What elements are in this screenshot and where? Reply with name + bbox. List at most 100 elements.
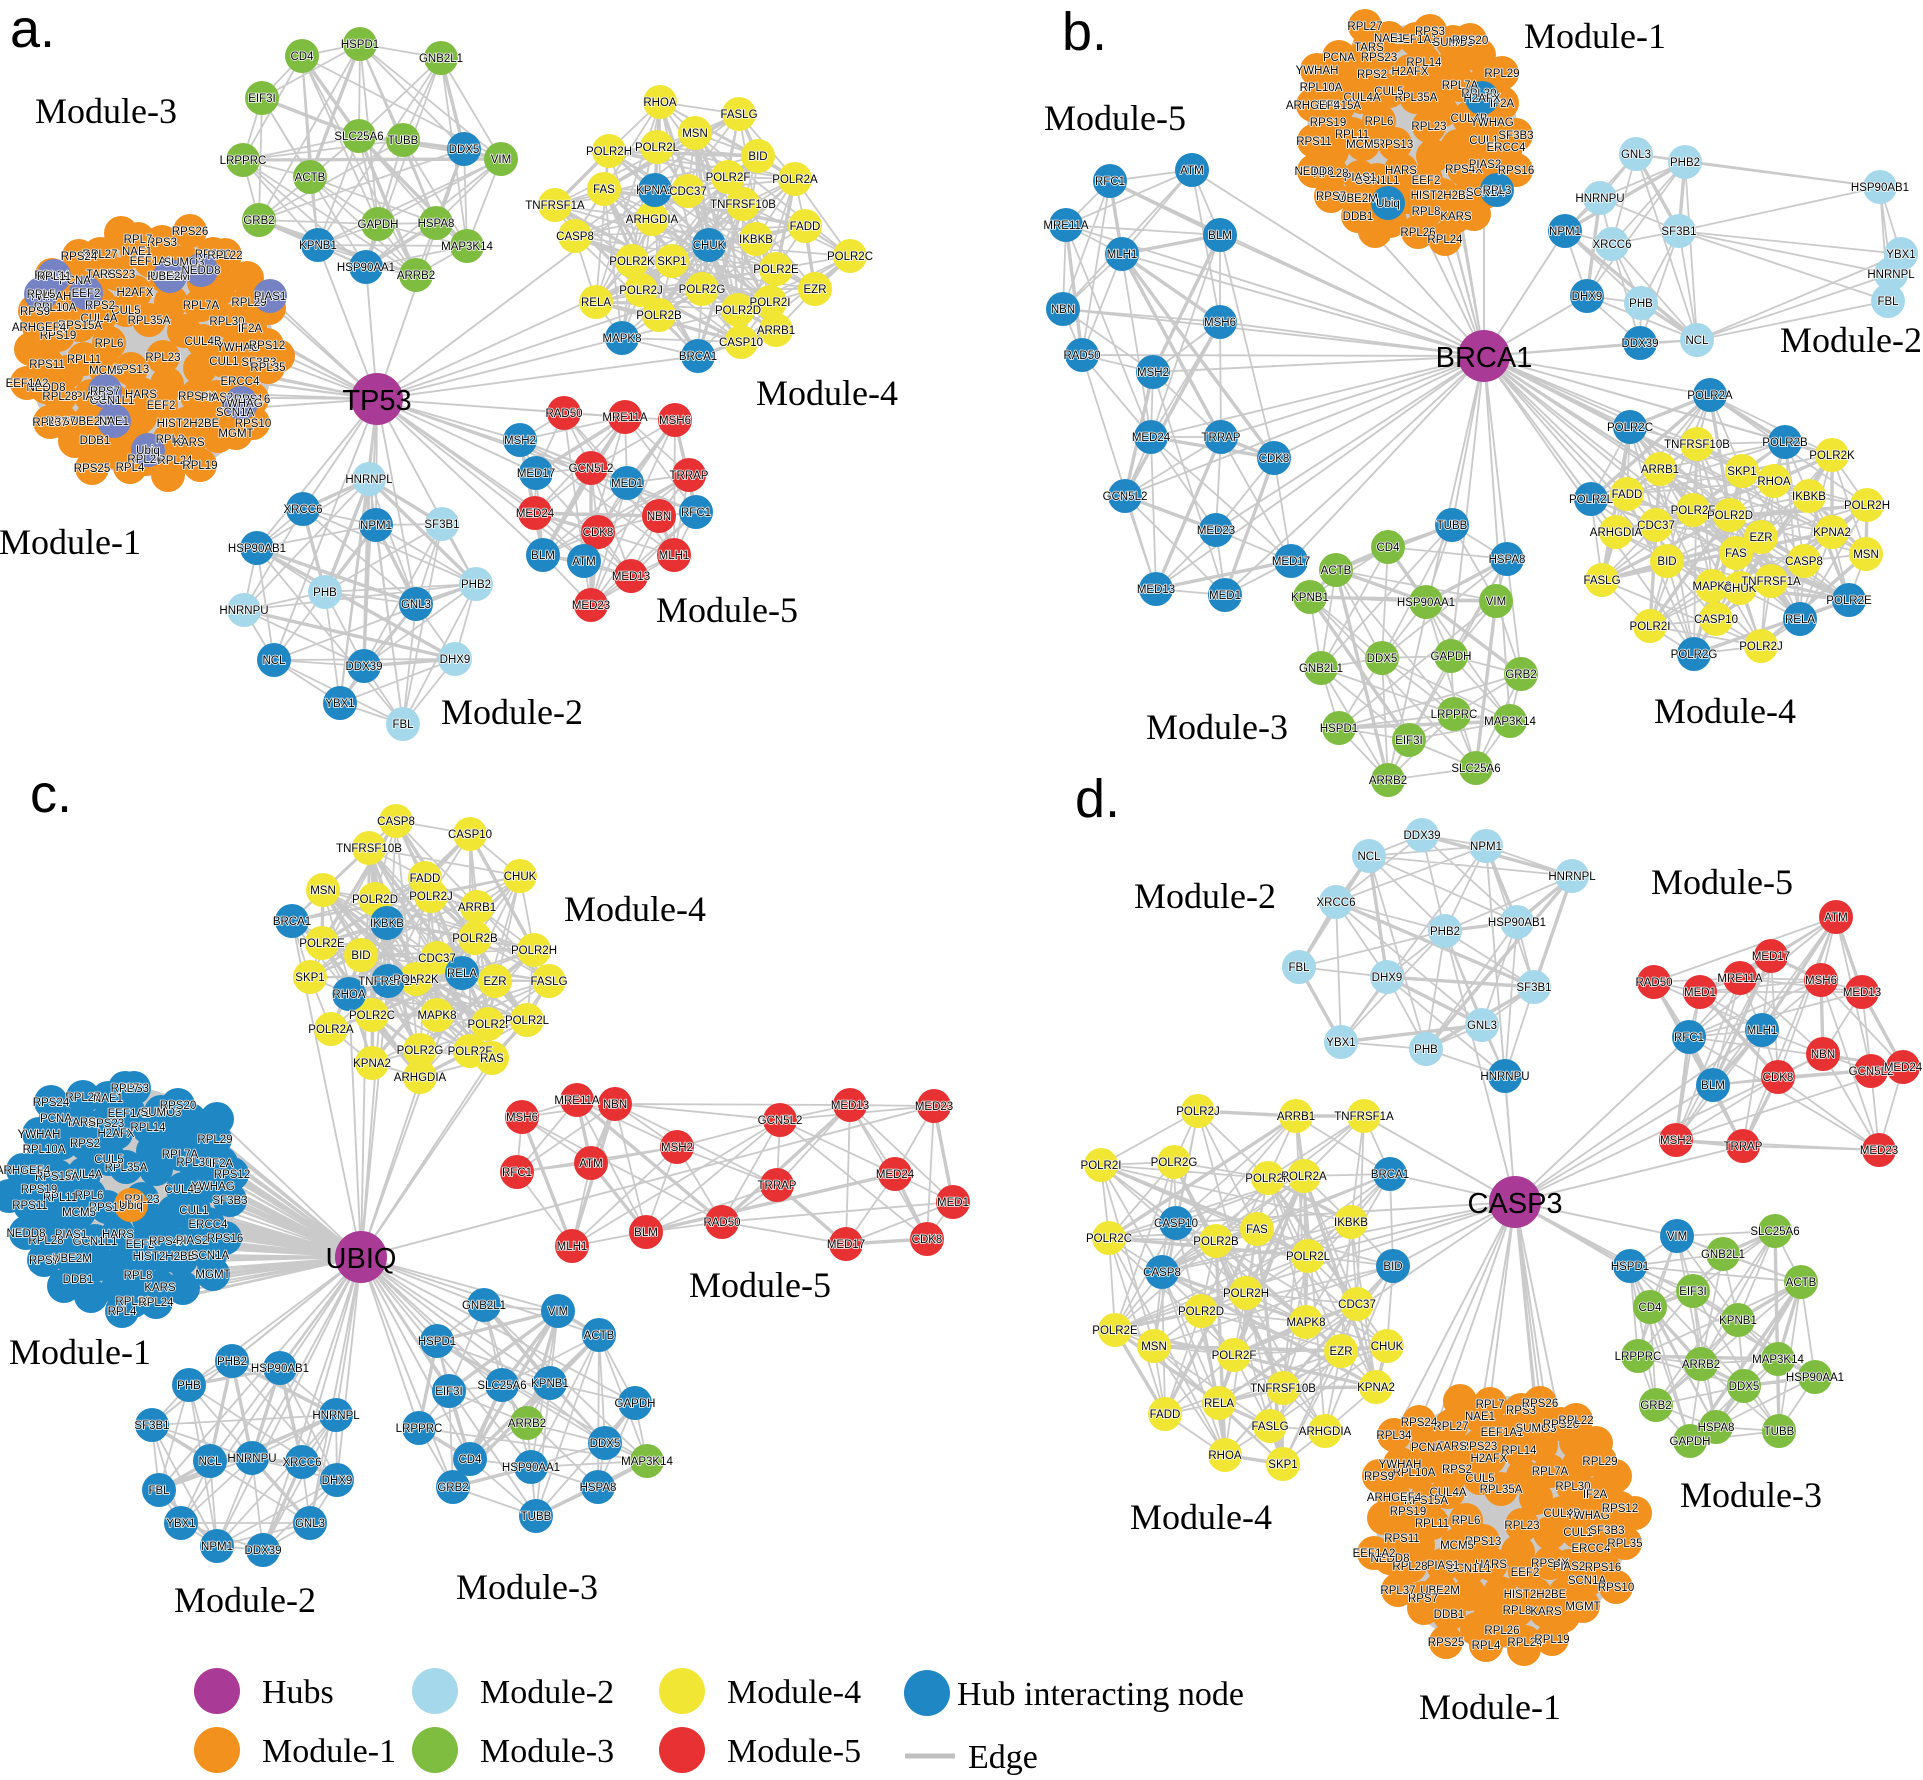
svg-text:ACTB: ACTB xyxy=(584,1330,615,1342)
svg-text:RPS11: RPS11 xyxy=(1296,136,1332,148)
svg-text:YWHAH: YWHAH xyxy=(1379,1459,1422,1471)
svg-text:GRB2: GRB2 xyxy=(1505,669,1536,681)
svg-text:POLR2D: POLR2D xyxy=(1178,1306,1224,1318)
svg-text:POLR2K: POLR2K xyxy=(609,256,655,268)
svg-text:GNB2L1: GNB2L1 xyxy=(1701,1249,1745,1261)
svg-text:Module-3: Module-3 xyxy=(1680,1475,1822,1515)
svg-text:NCL: NCL xyxy=(1685,335,1709,347)
svg-text:CDC37: CDC37 xyxy=(1637,520,1675,532)
svg-text:RPL6: RPL6 xyxy=(1452,1515,1481,1527)
svg-text:ARHGDIA: ARHGDIA xyxy=(626,214,679,226)
svg-text:RPL34: RPL34 xyxy=(1376,1430,1412,1442)
svg-text:HSP90AB1: HSP90AB1 xyxy=(1488,917,1546,929)
svg-text:RELA: RELA xyxy=(447,968,477,980)
svg-text:GCN5L2: GCN5L2 xyxy=(1103,491,1148,503)
svg-text:RPL19: RPL19 xyxy=(1534,1634,1569,1646)
svg-text:EEF1A1: EEF1A1 xyxy=(1481,1427,1524,1439)
svg-text:RPL11: RPL11 xyxy=(37,271,71,283)
svg-text:RPL22: RPL22 xyxy=(1558,1415,1593,1427)
svg-text:NBN: NBN xyxy=(647,511,671,523)
svg-text:HIST2H2BE: HIST2H2BE xyxy=(1411,190,1474,202)
svg-text:ARRB2: ARRB2 xyxy=(1369,775,1407,787)
svg-text:RPL30: RPL30 xyxy=(1461,88,1496,100)
svg-text:FBL: FBL xyxy=(1288,962,1310,974)
svg-text:MCM5: MCM5 xyxy=(89,365,123,377)
svg-text:PIAS1: PIAS1 xyxy=(55,1229,88,1241)
svg-text:FADD: FADD xyxy=(410,873,441,885)
svg-text:RPS16: RPS16 xyxy=(234,394,270,406)
svg-text:DDB1: DDB1 xyxy=(1343,211,1374,223)
svg-text:XRCC6: XRCC6 xyxy=(283,1457,322,1469)
svg-text:RPL35A: RPL35A xyxy=(105,1162,148,1174)
svg-text:FADD: FADD xyxy=(790,221,821,233)
svg-text:LRPPRC: LRPPRC xyxy=(1431,709,1478,721)
svg-text:DDB1: DDB1 xyxy=(1434,1609,1465,1621)
svg-text:Module-1: Module-1 xyxy=(1419,1687,1561,1727)
svg-text:CUL4B: CUL4B xyxy=(184,336,221,348)
svg-text:ERCC4: ERCC4 xyxy=(189,1219,229,1231)
svg-text:MAP3K14: MAP3K14 xyxy=(621,1456,673,1468)
svg-text:TRRAP: TRRAP xyxy=(670,470,709,482)
svg-text:PCNA: PCNA xyxy=(40,1113,72,1125)
svg-text:Module-1: Module-1 xyxy=(0,522,141,562)
svg-text:POLR2I: POLR2I xyxy=(1081,1160,1122,1172)
svg-text:MSH6: MSH6 xyxy=(1805,975,1837,987)
svg-text:KPNA2: KPNA2 xyxy=(1357,1382,1395,1394)
svg-text:NAE1: NAE1 xyxy=(1465,1411,1495,1423)
svg-text:RPL24: RPL24 xyxy=(1507,1637,1543,1649)
svg-text:RPL35A: RPL35A xyxy=(128,315,171,327)
svg-text:RHOA: RHOA xyxy=(1757,476,1791,488)
svg-text:RPS13: RPS13 xyxy=(113,364,149,376)
svg-text:RPL7A: RPL7A xyxy=(183,300,220,312)
svg-text:RPL29: RPL29 xyxy=(1484,68,1519,80)
svg-text:YWHAG: YWHAG xyxy=(1470,117,1514,129)
svg-text:MGMT: MGMT xyxy=(218,428,253,440)
svg-text:CUL4B: CUL4B xyxy=(164,1184,201,1196)
svg-text:KARS: KARS xyxy=(1530,1606,1562,1618)
svg-text:ARHGDIA: ARHGDIA xyxy=(1590,527,1643,539)
svg-text:VIM: VIM xyxy=(548,1306,568,1318)
svg-text:RPS12: RPS12 xyxy=(249,340,285,352)
svg-text:PIAS2: PIAS2 xyxy=(201,392,234,404)
svg-text:RAD50: RAD50 xyxy=(703,1217,740,1229)
svg-text:IF2A: IF2A xyxy=(1583,1489,1608,1501)
svg-text:ACTB: ACTB xyxy=(1321,565,1352,577)
svg-text:RPS24: RPS24 xyxy=(33,1097,70,1109)
svg-text:UBE2M: UBE2M xyxy=(150,271,190,283)
svg-text:RPS11: RPS11 xyxy=(29,359,65,371)
svg-text:ARRB1: ARRB1 xyxy=(458,902,496,914)
svg-text:Module-3: Module-3 xyxy=(456,1567,598,1607)
svg-text:UBE2M: UBE2M xyxy=(52,1253,92,1265)
svg-text:CASP8: CASP8 xyxy=(1785,556,1823,568)
svg-text:YWHAH: YWHAH xyxy=(18,1129,61,1141)
svg-text:POLR2H: POLR2H xyxy=(511,945,557,957)
svg-text:RPS7: RPS7 xyxy=(46,416,76,428)
svg-text:RPL4: RPL4 xyxy=(116,462,145,474)
svg-text:UBE2M: UBE2M xyxy=(1420,1585,1460,1597)
svg-text:IKBKB: IKBKB xyxy=(370,918,404,930)
svg-text:RPL27: RPL27 xyxy=(1433,1421,1468,1433)
svg-text:NBN: NBN xyxy=(1811,1049,1835,1061)
svg-text:Ubiq: Ubiq xyxy=(136,445,160,457)
svg-text:PIAS2: PIAS2 xyxy=(1469,159,1502,171)
svg-text:FBL: FBL xyxy=(392,719,414,731)
svg-text:RELA: RELA xyxy=(1785,614,1815,626)
svg-text:RPS24: RPS24 xyxy=(61,251,98,263)
svg-text:TUBB: TUBB xyxy=(1437,520,1468,532)
svg-text:PHB2: PHB2 xyxy=(1430,926,1460,938)
svg-text:HSPD1: HSPD1 xyxy=(418,1336,456,1348)
svg-text:MAPK8: MAPK8 xyxy=(418,1010,457,1022)
svg-text:POLR2C: POLR2C xyxy=(349,1010,395,1022)
svg-text:SCN1A: SCN1A xyxy=(1568,1575,1607,1587)
svg-text:POLR2E: POLR2E xyxy=(753,264,799,276)
svg-text:BLM: BLM xyxy=(531,550,555,562)
svg-text:MSH6: MSH6 xyxy=(1204,317,1236,329)
svg-text:MED1: MED1 xyxy=(937,1197,969,1209)
svg-text:CUL1: CUL1 xyxy=(1469,135,1498,147)
svg-text:CASP8: CASP8 xyxy=(377,816,415,828)
svg-text:Hub interacting node: Hub interacting node xyxy=(957,1676,1244,1713)
svg-text:RPS4X: RPS4X xyxy=(178,391,216,403)
svg-text:PHB: PHB xyxy=(313,587,337,599)
svg-text:GNB2L1: GNB2L1 xyxy=(462,1300,506,1312)
svg-text:YWHAH: YWHAH xyxy=(1296,65,1339,77)
